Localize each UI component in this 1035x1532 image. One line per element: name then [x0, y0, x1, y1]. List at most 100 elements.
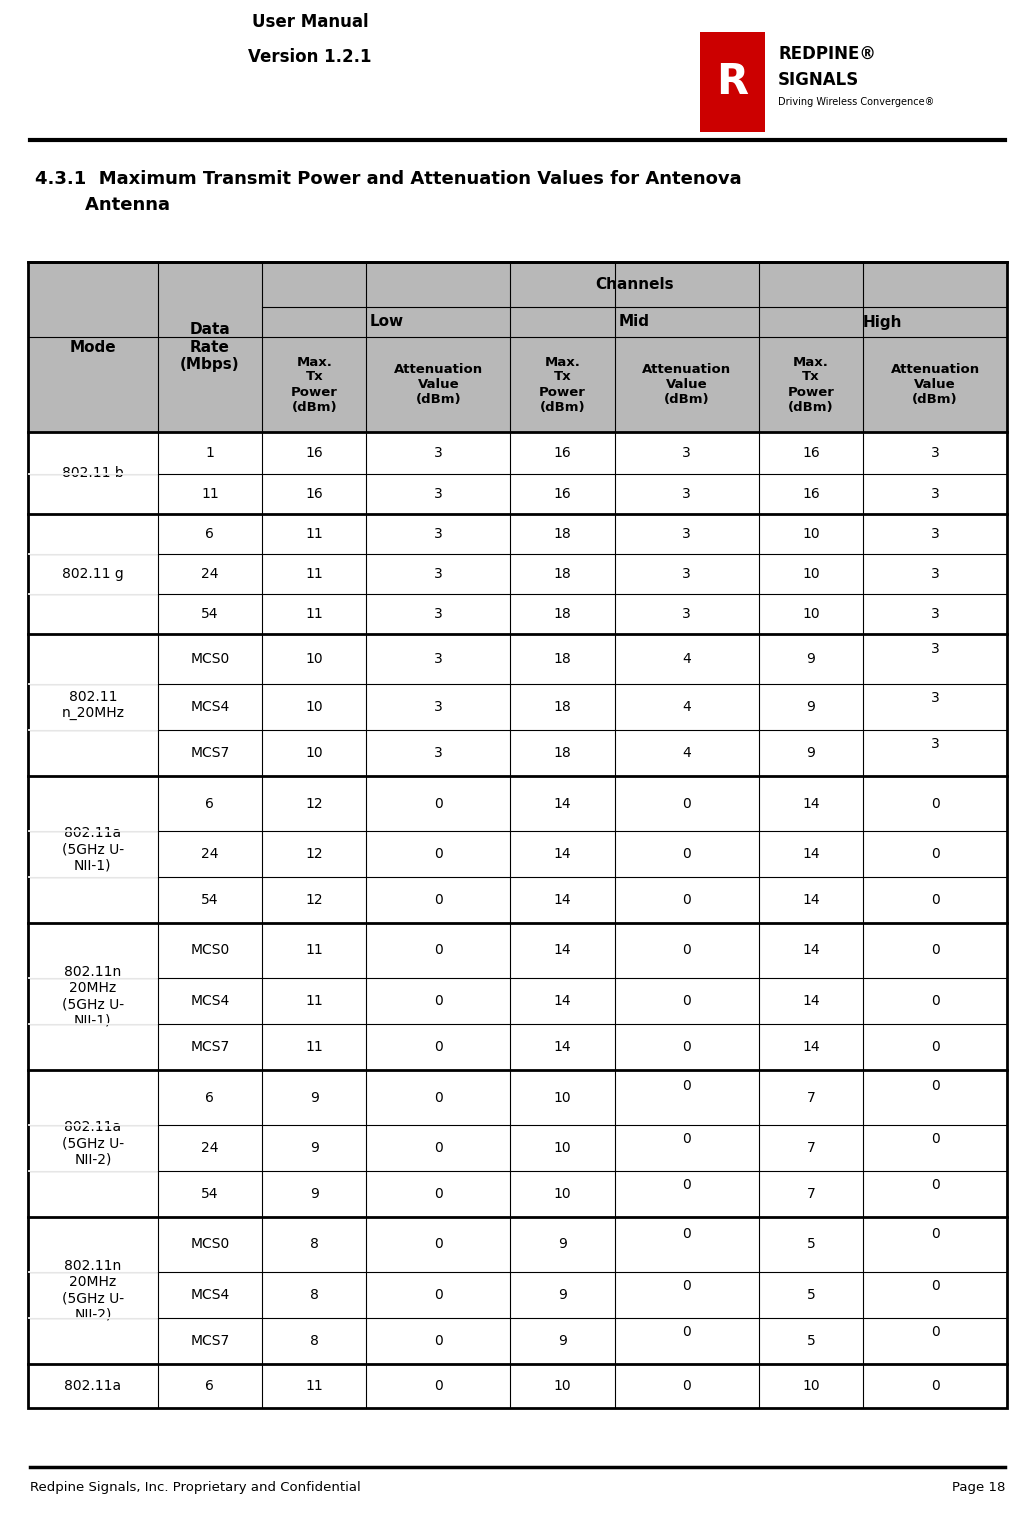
Text: 0: 0	[682, 1132, 691, 1146]
Bar	[157, 1272, 262, 1318]
Text: 3: 3	[434, 607, 443, 620]
Bar	[863, 777, 1007, 830]
Bar	[759, 337, 863, 432]
Bar	[863, 432, 1007, 473]
Bar	[28, 1363, 157, 1408]
Text: 0: 0	[682, 797, 691, 810]
Text: 54: 54	[201, 1187, 218, 1201]
Text: 10: 10	[554, 1187, 571, 1201]
Text: 0: 0	[930, 1379, 940, 1393]
Bar	[366, 683, 510, 731]
Text: 10: 10	[802, 607, 820, 620]
Bar	[863, 830, 1007, 876]
Text: 14: 14	[554, 847, 571, 861]
Bar	[262, 830, 366, 876]
Bar	[157, 515, 262, 555]
Bar	[759, 306, 1007, 337]
Bar	[28, 555, 157, 594]
Bar	[28, 634, 157, 683]
Bar	[615, 683, 759, 731]
Text: 11: 11	[305, 567, 323, 581]
Text: 0: 0	[930, 1178, 940, 1192]
Text: SIGNALS: SIGNALS	[778, 70, 859, 89]
Text: 9: 9	[309, 1141, 319, 1155]
Text: 4: 4	[682, 700, 691, 714]
Bar	[510, 731, 615, 777]
Bar	[510, 473, 615, 515]
Bar	[366, 1363, 510, 1408]
Text: 4: 4	[682, 746, 691, 760]
Text: 11: 11	[305, 527, 323, 541]
Text: 3: 3	[682, 527, 691, 541]
Bar	[28, 1216, 157, 1363]
Text: 3: 3	[434, 567, 443, 581]
Bar	[262, 306, 510, 337]
Bar	[510, 1272, 615, 1318]
Text: 0: 0	[434, 1334, 443, 1348]
Bar	[863, 515, 1007, 555]
Text: 0: 0	[682, 1040, 691, 1054]
Bar	[615, 594, 759, 634]
Bar	[157, 876, 262, 922]
Text: Attenuation
Value
(dBm): Attenuation Value (dBm)	[890, 363, 979, 406]
Text: MCS0: MCS0	[190, 944, 230, 958]
Bar	[262, 432, 366, 473]
Text: 802.11n
20MHz
(5GHz U-
NII-2): 802.11n 20MHz (5GHz U- NII-2)	[62, 1259, 124, 1322]
Text: 14: 14	[802, 847, 820, 861]
Text: Antenna: Antenna	[35, 196, 170, 214]
Bar	[28, 473, 157, 515]
Bar	[615, 922, 759, 977]
Text: 0: 0	[682, 1178, 691, 1192]
Bar	[863, 555, 1007, 594]
Text: 3: 3	[434, 487, 443, 501]
Bar	[157, 1170, 262, 1216]
Text: 5: 5	[806, 1288, 816, 1302]
Text: 0: 0	[930, 1325, 940, 1339]
Bar	[759, 830, 863, 876]
Text: 5: 5	[806, 1238, 816, 1252]
Bar	[28, 432, 157, 473]
Text: 9: 9	[558, 1334, 567, 1348]
Text: 1: 1	[206, 446, 214, 460]
Bar	[366, 555, 510, 594]
Text: 0: 0	[930, 1132, 940, 1146]
Bar	[28, 922, 157, 1069]
Text: 0: 0	[930, 893, 940, 907]
Bar	[157, 634, 262, 683]
Bar	[366, 777, 510, 830]
Bar	[510, 830, 615, 876]
Bar	[157, 977, 262, 1023]
Text: 0: 0	[682, 1227, 691, 1241]
Text: 0: 0	[434, 893, 443, 907]
Bar	[366, 1318, 510, 1363]
Bar	[615, 830, 759, 876]
Bar	[759, 1124, 863, 1170]
Text: 18: 18	[554, 567, 571, 581]
Bar	[28, 515, 157, 634]
Bar	[759, 1363, 863, 1408]
Bar	[759, 683, 863, 731]
Text: 10: 10	[554, 1379, 571, 1393]
Text: Channels: Channels	[595, 277, 674, 293]
Text: 0: 0	[434, 1040, 443, 1054]
Bar	[615, 876, 759, 922]
Text: Page 18: Page 18	[951, 1480, 1005, 1494]
Text: 9: 9	[806, 700, 816, 714]
Text: 6: 6	[206, 527, 214, 541]
Bar	[366, 515, 510, 555]
Text: MCS7: MCS7	[190, 1334, 230, 1348]
Bar	[863, 1216, 1007, 1272]
Bar	[615, 515, 759, 555]
Bar	[510, 634, 615, 683]
Bar	[863, 634, 1007, 683]
Text: 18: 18	[554, 653, 571, 666]
Bar	[262, 515, 366, 555]
Text: 0: 0	[930, 1227, 940, 1241]
Text: 3: 3	[434, 653, 443, 666]
Text: 3: 3	[682, 446, 691, 460]
Bar	[700, 32, 765, 132]
Text: Max.
Tx
Power
(dBm): Max. Tx Power (dBm)	[788, 355, 834, 414]
Text: MCS4: MCS4	[190, 1288, 230, 1302]
Bar	[262, 683, 366, 731]
Text: 8: 8	[309, 1288, 319, 1302]
